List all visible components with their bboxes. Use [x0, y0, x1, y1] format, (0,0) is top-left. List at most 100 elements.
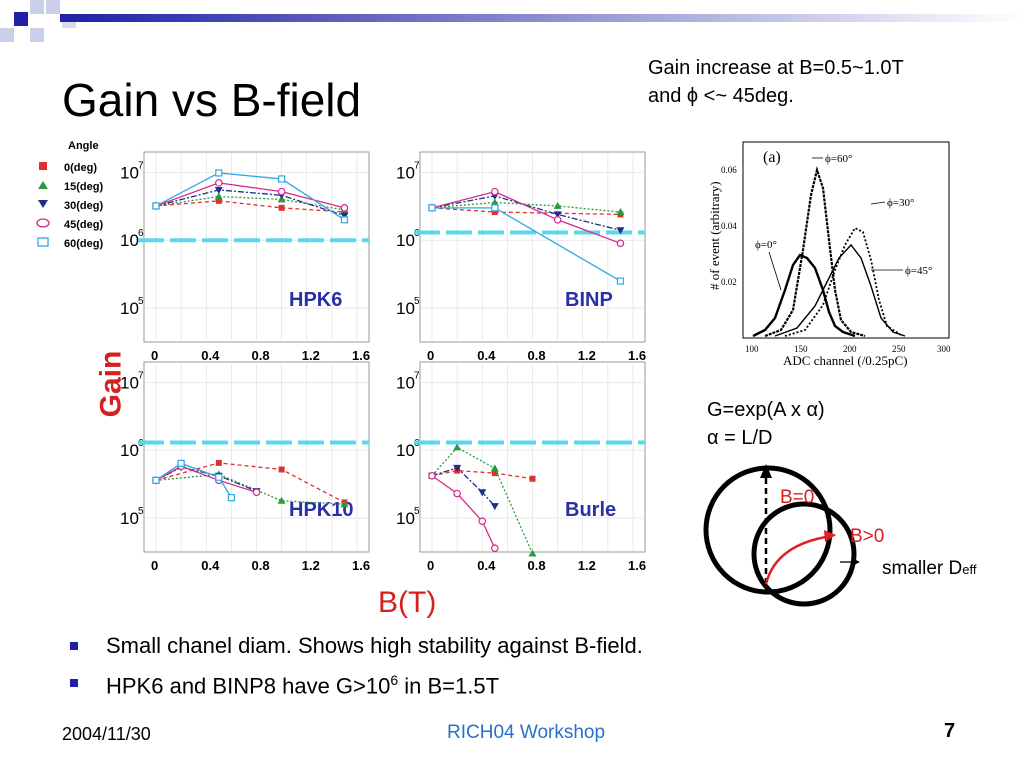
inset-panel-label: (a): [763, 149, 781, 166]
x-tick-label: 0: [151, 558, 158, 573]
data-point: [478, 489, 487, 497]
x-tick-label: 1.2: [578, 558, 596, 573]
data-point: [491, 209, 498, 216]
x-tick-label: 0: [427, 348, 434, 363]
data-point: [453, 489, 461, 498]
y-tick-label: 10: [120, 509, 139, 528]
data-point: [553, 201, 562, 209]
label-deff: smaller Deff: [882, 558, 977, 579]
legend-item: 0(deg): [32, 158, 128, 177]
x-tick-label: 1.6: [352, 558, 370, 573]
y-tick-label: 10: [396, 163, 415, 182]
panel-label: BINP: [565, 289, 613, 311]
pink-circle-marker: [32, 218, 54, 231]
y-tick-exponent: 5: [138, 296, 144, 307]
gain-note: Gain increase at B=0.5~1.0T and ϕ <~ 45d…: [648, 54, 904, 110]
data-point: [152, 476, 160, 484]
series-line: [155, 200, 345, 213]
cyan-square-marker: [32, 237, 54, 250]
x-tick-label: 0: [151, 348, 158, 363]
y-tick-exponent: 5: [414, 506, 420, 517]
data-point: [340, 500, 349, 508]
x-tick-label: 0.8: [528, 348, 546, 363]
y-tick-exponent: 7: [138, 160, 144, 171]
data-point: [453, 443, 462, 451]
angle-legend: Angle 0(deg) 15(deg) 30(deg) 45(deg) 60(…: [32, 140, 128, 253]
trajectory-bpos: [764, 534, 833, 585]
x-tick-label: 1.2: [302, 558, 320, 573]
inset-ylabel: # of event (arbitrary): [707, 181, 722, 290]
x-tick-label: 0.4: [201, 558, 220, 573]
data-point: [616, 227, 625, 235]
inset-ytick: 0.06: [721, 165, 737, 175]
series-line: [155, 465, 257, 493]
y-tick-label: 10: [396, 509, 415, 528]
x-tick-label: 0: [427, 558, 434, 573]
y-tick-exponent: 7: [414, 370, 420, 381]
inset-ytick: 0.04: [721, 221, 737, 231]
data-point: [529, 475, 536, 482]
phi0-curve: [752, 253, 856, 338]
data-point: [491, 187, 499, 196]
page-title: Gain vs B-field: [62, 74, 362, 126]
y-tick-label: 10: [120, 441, 139, 460]
x-tick-label: 0.8: [528, 558, 546, 573]
x-tick-label: 1.2: [302, 348, 320, 363]
channel-circle-diagram: B=0 B>0 smaller Deff: [703, 464, 977, 607]
gain-note-line1: Gain increase at B=0.5~1.0T: [648, 57, 904, 79]
bullet-text: HPK6 and BINP8 have G>106 in B=1.5T: [106, 672, 500, 699]
y-tick-exponent: 7: [138, 370, 144, 381]
inset-xlabel: ADC channel (/0.25pC): [783, 353, 908, 368]
blue-triangle-marker: [32, 199, 54, 212]
bullet-marker: [70, 641, 78, 650]
label-bpos: B>0: [850, 526, 884, 547]
x-tick-label: 0.4: [477, 348, 496, 363]
x-tick-label: 1.6: [628, 558, 646, 573]
red-square-marker: [32, 161, 54, 174]
arrow-right-icon: [854, 559, 860, 565]
series-line: [431, 201, 621, 213]
gain-formula: G=exp(A x α) α = L/D: [707, 396, 825, 452]
page-number: 7: [944, 720, 956, 742]
data-point: [491, 204, 499, 212]
footer-date: 2004/11/30: [62, 724, 151, 744]
series-line: [431, 467, 496, 507]
legend-item: 60(deg): [32, 234, 128, 253]
inset-xtick: 250: [892, 344, 906, 354]
legend-item: 15(deg): [32, 177, 128, 196]
data-point: [616, 208, 625, 216]
data-point: [215, 197, 222, 204]
series-line: [431, 469, 533, 480]
panel-label: HPK6: [289, 289, 342, 311]
arrow-up-icon: [760, 464, 772, 478]
data-point: [428, 204, 436, 212]
formula-line1: G=exp(A x α): [707, 399, 825, 421]
bullet-item: HPK6 and BINP8 have G>106 in B=1.5T: [70, 663, 643, 703]
data-point: [215, 169, 223, 177]
data-point: [278, 466, 285, 473]
y-tick-label: 10: [396, 441, 415, 460]
data-point: [278, 204, 285, 211]
green-triangle-marker: [32, 180, 54, 193]
y-tick-label: 10: [396, 373, 415, 392]
series-line: [155, 172, 345, 221]
data-point: [428, 471, 436, 480]
legend-title: Angle: [68, 140, 99, 152]
inset-curve-label: ϕ=60°: [825, 153, 852, 165]
legend-label: 30(deg): [64, 199, 104, 212]
x-tick-label: 0.8: [252, 348, 270, 363]
inset-xtick: 150: [794, 344, 808, 354]
label-b0: B=0: [780, 487, 814, 508]
legend-label: 45(deg): [64, 218, 104, 231]
data-point: [278, 175, 286, 183]
inset-xtick: 200: [843, 344, 857, 354]
inset-curve-label: ϕ=30°: [887, 197, 914, 209]
data-point: [453, 464, 462, 472]
arrow-red-icon: [824, 530, 836, 542]
data-point: [227, 494, 235, 502]
data-point: [152, 202, 160, 210]
inset-xtick: 100: [745, 344, 759, 354]
